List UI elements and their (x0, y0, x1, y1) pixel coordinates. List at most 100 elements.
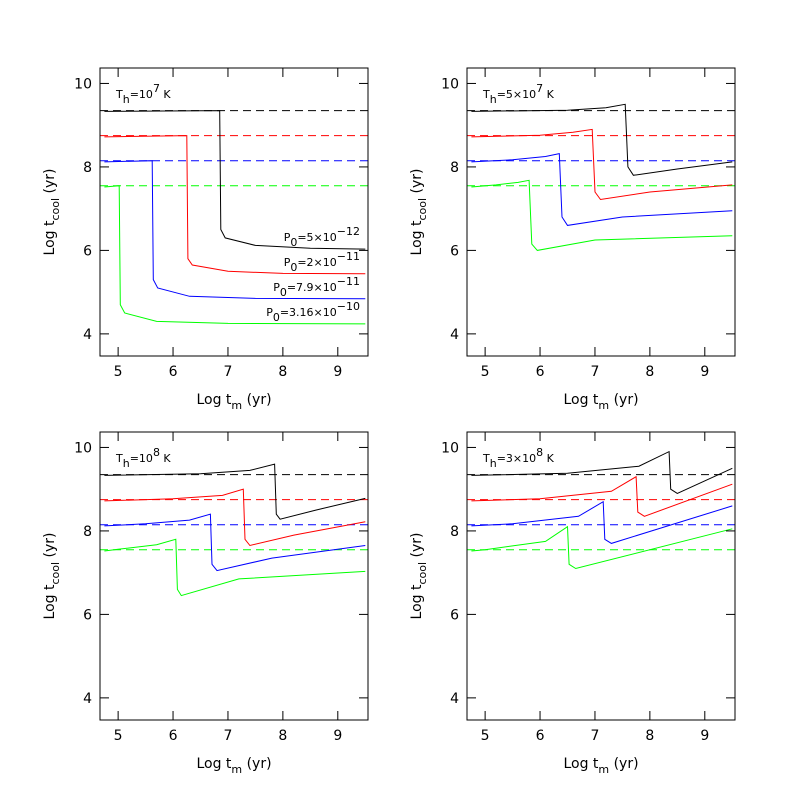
x-axis-label: Log tm (yr) (563, 392, 638, 412)
text-part: =7.9×10 (287, 281, 337, 294)
y-tick-label: 10 (74, 440, 92, 456)
x-tick-label: 6 (169, 364, 178, 380)
x-tick-label: 5 (481, 728, 490, 744)
text-part: −11 (337, 250, 360, 263)
plot-frame (99, 67, 369, 357)
x-tick-label: 5 (114, 364, 123, 380)
text-part: 7 (153, 82, 160, 95)
y-tick-label: 6 (450, 607, 459, 623)
text-part: m (231, 399, 242, 412)
panel-title: Th=108 K (115, 446, 171, 470)
x-tick-label: 9 (333, 364, 342, 380)
x-axis-label: Log tm (yr) (196, 756, 271, 776)
panel-title: Th=3×108 K (482, 446, 555, 470)
annotation: P0=2×10−11 (284, 250, 360, 274)
y-tick-label: 4 (83, 691, 92, 707)
x-tick-label: 7 (223, 728, 232, 744)
line (471, 475, 733, 517)
text-part: m (598, 763, 609, 776)
x-tick-label: 8 (645, 364, 654, 380)
text-part: T (115, 88, 123, 101)
x-tick-label: 9 (700, 728, 709, 744)
x-tick-label: 7 (223, 364, 232, 380)
text-part: K (160, 88, 171, 101)
text-part: −12 (337, 225, 360, 238)
y-tick-label: 8 (83, 524, 92, 540)
line (104, 463, 366, 520)
x-tick-label: 8 (278, 728, 287, 744)
text-part: (yr) (609, 392, 638, 408)
text-part: =3×10 (497, 452, 536, 465)
x-tick-label: 8 (645, 728, 654, 744)
x-tick-label: 5 (481, 364, 490, 380)
text-part: cool (49, 562, 62, 585)
x-tick-label: 8 (278, 364, 287, 380)
text-part: Log t (42, 220, 58, 255)
text-part: =3.16×10 (280, 306, 337, 319)
panel-title: Th=5×107 K (482, 82, 555, 106)
text-part: (yr) (42, 169, 58, 198)
text-part: T (482, 452, 490, 465)
y-tick-label: 4 (83, 327, 92, 343)
y-axis-label: Log tcool (yr) (409, 169, 429, 256)
text-part: Log t (563, 392, 598, 408)
text-part: cool (416, 198, 429, 221)
text-part: Log t (409, 220, 425, 255)
line (471, 152, 733, 226)
text-part: P (284, 231, 291, 244)
line (104, 488, 366, 547)
annotation: P0=5×10−12 (284, 225, 360, 249)
text-part: 0 (290, 261, 297, 274)
line (471, 179, 733, 251)
y-axis-label: Log tcool (yr) (42, 169, 62, 256)
text-part: 8 (153, 446, 160, 459)
x-tick-label: 6 (169, 728, 178, 744)
annotation: P0=3.16×10−10 (266, 300, 360, 324)
text-part: K (543, 88, 554, 101)
text-part: (yr) (409, 169, 425, 198)
text-part: =2×10 (297, 256, 336, 269)
x-tick-label: 7 (590, 728, 599, 744)
x-axis-label: Log tm (yr) (196, 392, 271, 412)
text-part: 0 (290, 236, 297, 249)
text-part: m (598, 399, 609, 412)
plot-frame (99, 431, 369, 721)
text-part: P (273, 281, 280, 294)
line (104, 110, 366, 250)
line (471, 525, 733, 570)
text-part: K (160, 452, 171, 465)
y-tick-label: 6 (83, 607, 92, 623)
text-part: P (266, 306, 273, 319)
line (471, 500, 733, 544)
text-part: =10 (130, 452, 153, 465)
x-tick-label: 6 (536, 728, 545, 744)
text-part: K (543, 452, 554, 465)
text-part: (yr) (242, 756, 271, 772)
x-axis-label: Log tm (yr) (563, 756, 638, 776)
plot-frame (466, 431, 736, 721)
text-part: −11 (337, 275, 360, 288)
x-tick-label: 5 (114, 728, 123, 744)
x-tick-label: 9 (333, 728, 342, 744)
y-axis-label: Log tcool (yr) (409, 533, 429, 620)
text-part: P (284, 256, 291, 269)
text-part: cool (416, 562, 429, 585)
line (104, 135, 366, 275)
y-tick-label: 10 (74, 76, 92, 92)
line (104, 538, 366, 597)
text-part: (yr) (409, 533, 425, 562)
line (471, 103, 733, 176)
text-part: (yr) (242, 392, 271, 408)
text-part: 0 (273, 311, 280, 324)
text-part: Log t (42, 584, 58, 619)
text-part: Log t (196, 392, 231, 408)
text-part: m (231, 763, 242, 776)
text-part: Log t (563, 756, 598, 772)
text-part: Log t (196, 756, 231, 772)
text-part: cool (49, 198, 62, 221)
text-part: Log t (409, 584, 425, 619)
line (104, 160, 366, 300)
